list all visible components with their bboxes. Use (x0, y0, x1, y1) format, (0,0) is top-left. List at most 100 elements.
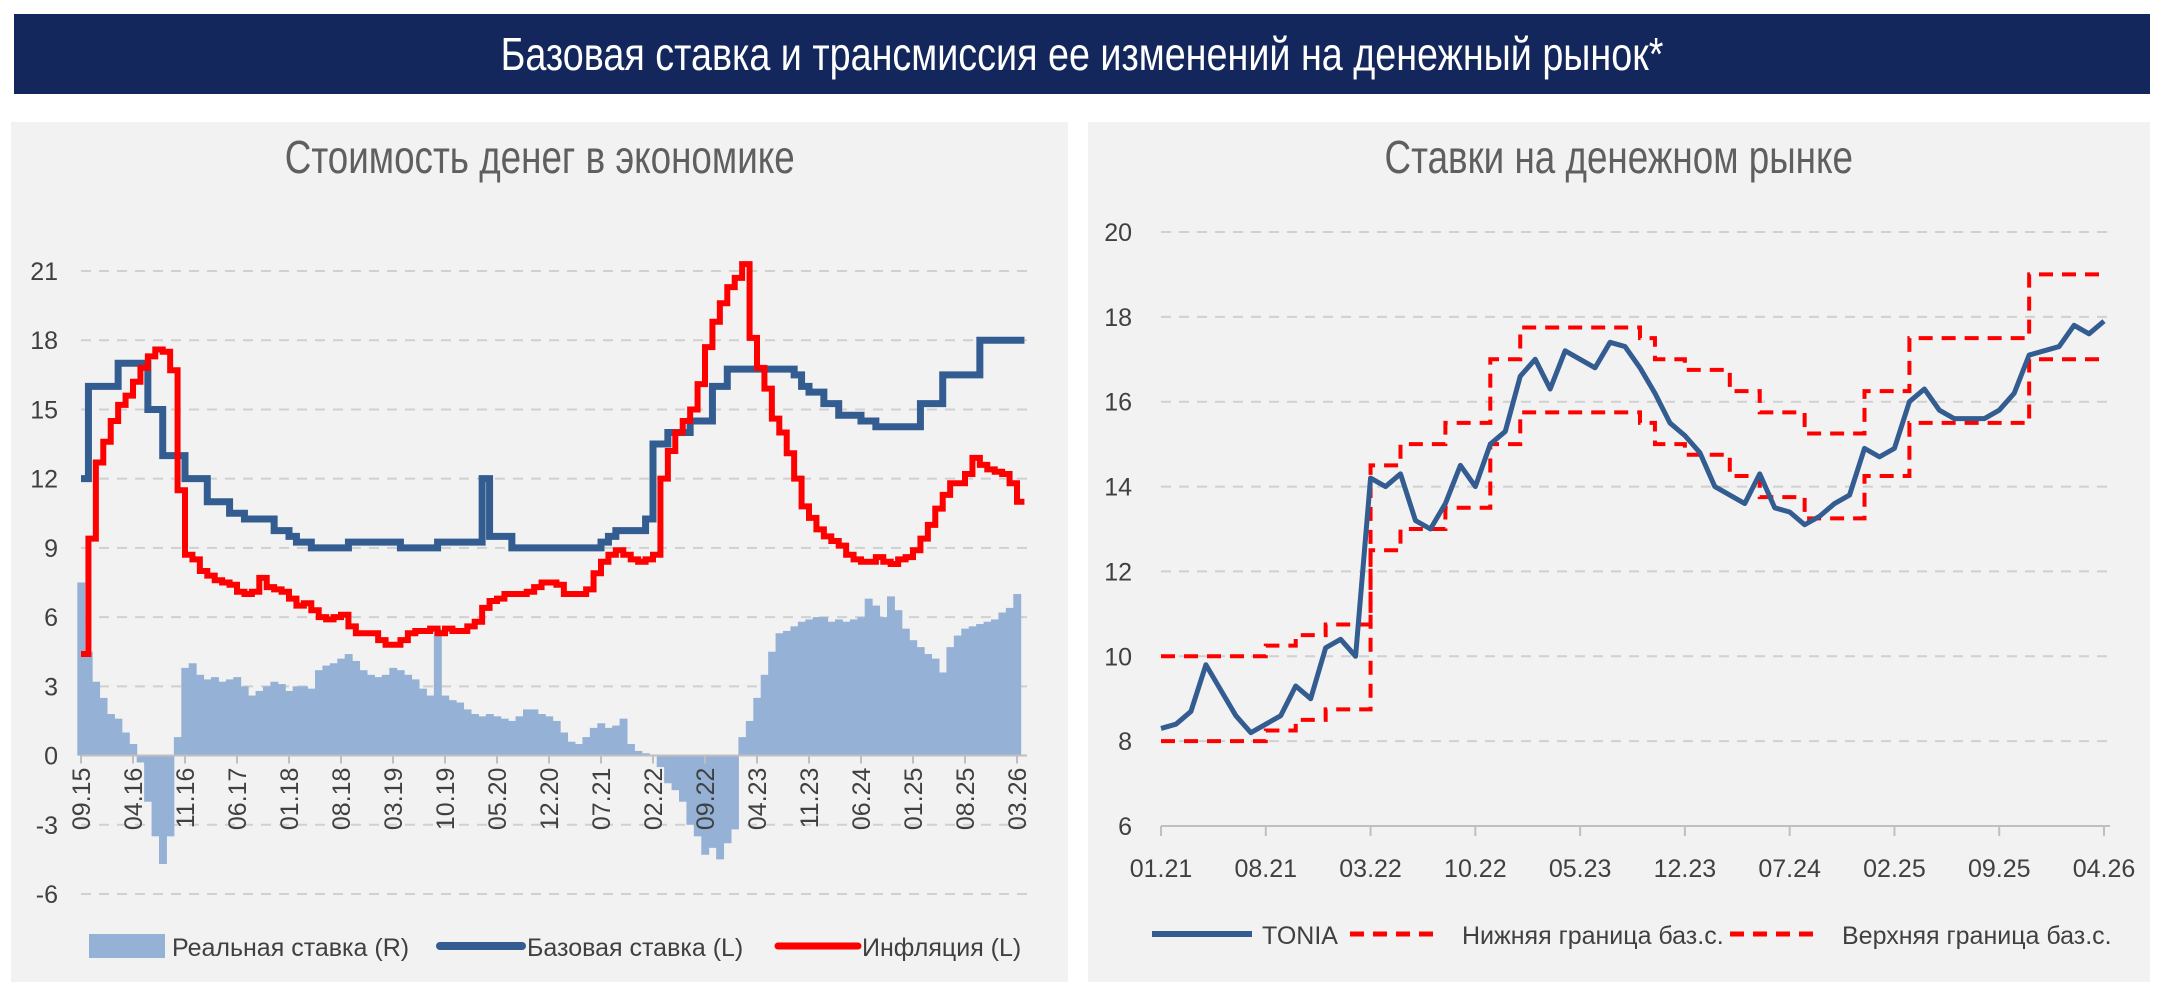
real-rate-bar (114, 718, 123, 756)
real-rate-bar (679, 755, 687, 802)
x-tick-label: 08.18 (328, 768, 356, 831)
real-rate-bar (545, 716, 554, 756)
real-rate-bar (218, 681, 227, 756)
x-tick-label: 01.21 (1130, 855, 1193, 883)
real-rate-bar (77, 582, 86, 756)
real-rate-bar (976, 624, 985, 756)
real-rate-bar (857, 617, 866, 756)
real-rate-bar (552, 720, 561, 756)
x-tick-label: 01.25 (900, 768, 928, 831)
real-rate-bar (968, 626, 977, 756)
real-rate-bar (991, 619, 999, 756)
real-rate-bar (411, 679, 420, 756)
real-rate-bar (835, 619, 843, 756)
real-rate-bar (92, 681, 101, 756)
legend-label-lower-bound: Нижняя граница баз.с. (1462, 922, 1724, 950)
real-rate-bar (575, 744, 583, 756)
real-rate-bar (872, 605, 881, 756)
real-rate-bar (463, 709, 472, 756)
real-rate-bar (433, 628, 442, 756)
real-rate-bar (731, 755, 739, 830)
real-rate-bar (381, 674, 390, 756)
real-rate-bar (768, 651, 777, 756)
real-rate-bar (627, 744, 635, 756)
real-rate-bar (567, 741, 576, 756)
real-rate-bar (693, 755, 702, 837)
real-rate-bar (523, 709, 531, 756)
real-rate-bar (300, 686, 309, 756)
real-rate-bar (359, 670, 368, 756)
real-rate-bar (864, 598, 873, 756)
real-rate-bar (203, 679, 212, 756)
real-rate-bar (983, 621, 992, 756)
real-rate-bar (129, 744, 138, 756)
real-rate-bar (537, 714, 546, 756)
real-rate-bar (619, 718, 628, 756)
real-rate-bar (240, 686, 249, 756)
real-rate-bar (916, 647, 925, 756)
real-rate-bar (419, 688, 427, 756)
x-tick-label: 03.22 (1339, 855, 1402, 883)
y-tick-label: 10 (1104, 643, 1132, 671)
y-tick-label: 12 (30, 466, 58, 494)
x-tick-label: 11.16 (172, 768, 200, 829)
real-rate-bar (953, 635, 962, 756)
right-chart: 6 8 10 12 14 16 18 20 01.21 08.21 03.22 10.22 05.23 1… (1104, 219, 2135, 950)
x-tick-label: 09.25 (1968, 855, 2031, 883)
x-tick-label: 10.19 (432, 768, 460, 831)
x-tick-label: 03.19 (380, 768, 408, 831)
x-tick-label: 03.26 (1004, 768, 1032, 831)
real-rate-bar (708, 755, 717, 848)
real-rate-bar (107, 714, 115, 756)
y-tick-label: 12 (1104, 558, 1132, 586)
right-legend: TONIA Нижняя граница баз.с. Верхняя границ… (1152, 922, 2112, 950)
real-rate-bar (263, 686, 271, 756)
x-tick-label: 07.24 (1758, 855, 1821, 883)
real-rate-bar (508, 720, 517, 756)
legend-label-inflation: Инфляция (L) (862, 934, 1021, 962)
real-rate-bar (998, 612, 1007, 756)
real-rate-bar (196, 674, 205, 756)
real-rate-bar (842, 621, 851, 756)
real-rate-bar (285, 690, 294, 756)
left-legend: Реальная ставка (R) Базовая ставка (L) Инф… (89, 934, 1021, 962)
x-tick-label: 12.20 (536, 768, 564, 831)
real-rate-bar (136, 755, 145, 763)
real-rate-bar (879, 617, 888, 756)
real-rate-bar (671, 755, 680, 791)
page-title: Базовая ставка и трансмиссия ее изменени… (500, 28, 1664, 80)
real-rate-bar (389, 667, 398, 756)
real-rate-bar (426, 695, 435, 756)
real-rate-bar (478, 716, 487, 756)
real-rate-bar (307, 688, 316, 756)
real-rate-bar (270, 681, 279, 756)
x-tick-label: 01.18 (276, 768, 304, 831)
x-tick-label: 10.22 (1444, 855, 1507, 883)
real-rate-bar (352, 660, 361, 756)
base-rate-line (81, 336, 1025, 552)
y-tick-label: 16 (1104, 389, 1132, 417)
real-rate-bar (255, 690, 264, 756)
real-rate-bar (404, 674, 413, 756)
real-rate-bar (745, 720, 754, 756)
real-rate-bar (753, 697, 762, 756)
real-rate-bar (901, 628, 910, 756)
real-rate-bar (894, 610, 903, 756)
y-tick-label: -3 (36, 812, 58, 840)
real-rate-bar (939, 672, 947, 756)
real-rate-bar (909, 640, 918, 756)
real-rate-bar (716, 755, 725, 860)
real-rate-bar (159, 755, 167, 865)
real-rate-bar (233, 677, 242, 756)
real-rate-bar (664, 755, 673, 784)
real-rate-bar (530, 709, 539, 756)
tonia-line (1160, 319, 2106, 736)
real-rate-bar (374, 677, 383, 756)
real-rate-bar (173, 737, 182, 756)
real-rate-bar (760, 674, 769, 756)
real-rate-bar (441, 695, 450, 756)
real-rate-bar (166, 755, 175, 837)
real-rate-bar (820, 617, 829, 756)
x-tick-label: 09.22 (692, 768, 720, 831)
